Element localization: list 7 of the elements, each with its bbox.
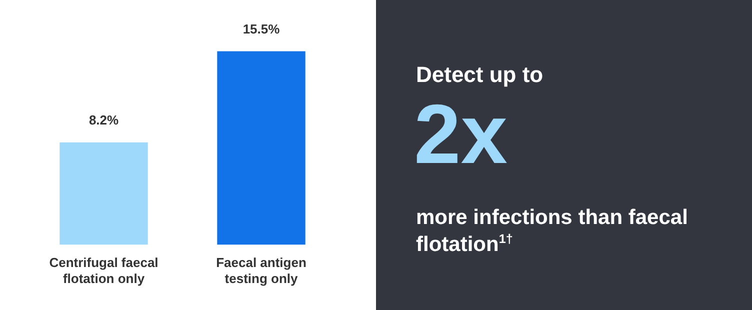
text: Detect up to [416,62,544,88]
text: 2x [414,87,508,181]
data-label: 15.5% [242,21,280,36]
text: more infections than faecal flotation$^{1†}$ [416,205,689,258]
x-tick-label: Faecal antigen testing only [216,255,306,286]
x-tick-label: Centrifugal faecal flotation only [49,255,158,286]
data-label: 8.2% [88,112,119,128]
